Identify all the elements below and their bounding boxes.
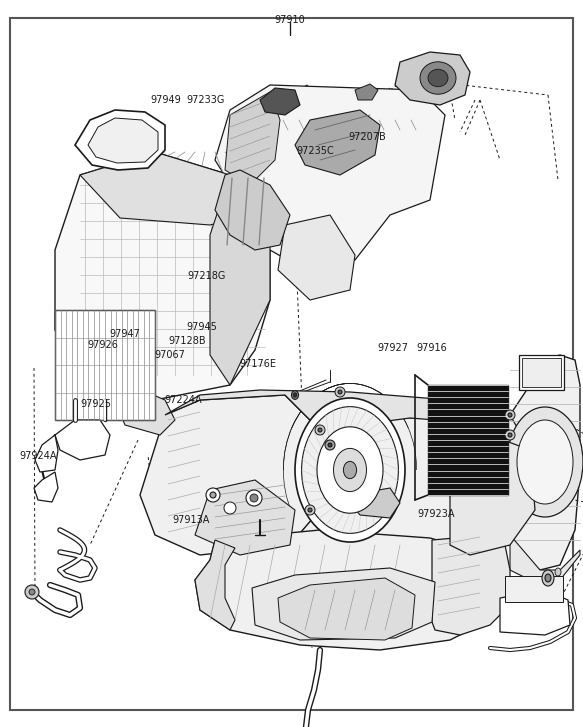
Ellipse shape [206, 488, 220, 502]
Text: 97218G: 97218G [188, 270, 226, 281]
Ellipse shape [555, 568, 561, 576]
Ellipse shape [308, 508, 312, 512]
Ellipse shape [305, 505, 315, 515]
Polygon shape [35, 435, 58, 472]
Ellipse shape [317, 427, 383, 513]
Ellipse shape [250, 494, 258, 502]
Text: 97916: 97916 [416, 343, 447, 353]
Bar [428, 385, 508, 495]
Text: 97949: 97949 [150, 95, 181, 105]
Polygon shape [355, 84, 378, 100]
Ellipse shape [508, 413, 512, 417]
Polygon shape [55, 420, 110, 460]
Polygon shape [195, 480, 295, 555]
Polygon shape [88, 118, 158, 163]
Ellipse shape [328, 443, 332, 447]
Ellipse shape [29, 589, 35, 595]
Ellipse shape [295, 398, 405, 542]
Text: 97176E: 97176E [239, 359, 276, 369]
Ellipse shape [545, 574, 551, 582]
Polygon shape [195, 530, 500, 650]
Ellipse shape [210, 492, 216, 498]
Bar [519, 355, 564, 390]
Ellipse shape [292, 390, 298, 399]
Text: 97233G: 97233G [187, 95, 225, 105]
Ellipse shape [343, 462, 357, 478]
Polygon shape [55, 152, 270, 400]
Polygon shape [225, 92, 280, 185]
Text: 97235C: 97235C [296, 145, 334, 156]
Polygon shape [450, 435, 535, 555]
Polygon shape [195, 540, 235, 630]
Polygon shape [278, 215, 355, 300]
Polygon shape [500, 590, 570, 635]
Polygon shape [260, 88, 300, 115]
Polygon shape [278, 578, 415, 640]
Ellipse shape [542, 570, 554, 586]
Polygon shape [295, 110, 380, 175]
Bar [55, 310, 155, 420]
Text: 97067: 97067 [154, 350, 185, 360]
Ellipse shape [25, 585, 39, 599]
Polygon shape [210, 175, 270, 385]
Polygon shape [285, 395, 530, 560]
Ellipse shape [428, 69, 448, 87]
Ellipse shape [505, 430, 515, 440]
Polygon shape [215, 85, 445, 270]
Polygon shape [215, 170, 290, 250]
Text: 97927: 97927 [378, 343, 409, 353]
Polygon shape [350, 488, 400, 518]
Polygon shape [165, 390, 510, 430]
Text: 97945: 97945 [187, 321, 217, 332]
Polygon shape [252, 568, 435, 640]
Bar [505, 576, 563, 602]
Ellipse shape [338, 390, 342, 394]
Polygon shape [34, 472, 58, 502]
Ellipse shape [505, 410, 515, 420]
Text: 97910: 97910 [275, 15, 305, 25]
Polygon shape [395, 52, 470, 105]
Text: 97207B: 97207B [349, 132, 387, 142]
Text: 97947: 97947 [110, 329, 141, 339]
Text: 97128B: 97128B [168, 336, 206, 346]
Ellipse shape [508, 433, 512, 437]
Polygon shape [432, 535, 510, 635]
Polygon shape [140, 395, 320, 555]
Text: 97924A: 97924A [20, 451, 57, 461]
Polygon shape [75, 110, 165, 170]
Ellipse shape [301, 406, 398, 534]
Ellipse shape [517, 420, 573, 504]
Ellipse shape [224, 502, 236, 514]
Ellipse shape [325, 440, 335, 450]
Bar [522, 358, 561, 387]
Ellipse shape [333, 449, 367, 491]
Ellipse shape [420, 62, 456, 95]
Polygon shape [118, 385, 175, 435]
Text: 97923A: 97923A [417, 509, 455, 519]
Text: 97913A: 97913A [173, 515, 210, 525]
Polygon shape [80, 152, 270, 225]
Ellipse shape [246, 490, 262, 506]
Text: 97926: 97926 [87, 340, 118, 350]
Ellipse shape [293, 393, 297, 397]
Ellipse shape [315, 425, 325, 435]
Ellipse shape [318, 428, 322, 432]
Text: 97925: 97925 [80, 398, 111, 409]
Ellipse shape [335, 387, 345, 397]
Polygon shape [510, 535, 580, 585]
Ellipse shape [507, 407, 583, 517]
Polygon shape [510, 355, 580, 570]
Text: 97224A: 97224A [164, 395, 202, 405]
